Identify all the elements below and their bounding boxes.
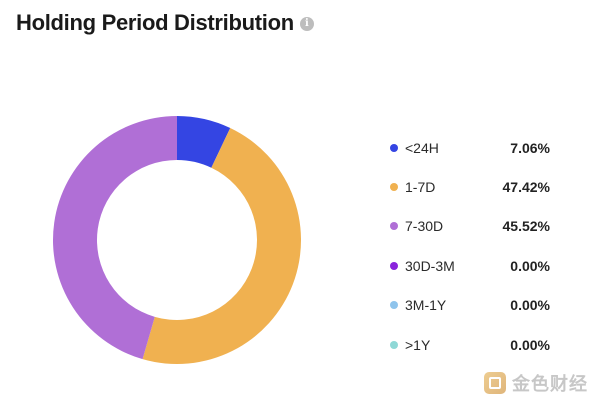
legend-value: 0.00% <box>510 297 550 314</box>
legend-item[interactable]: 1-7D 47.42% <box>390 167 550 206</box>
legend-dot <box>390 301 398 310</box>
legend-value: 7.06% <box>510 139 550 156</box>
legend-label: <24H <box>405 139 439 156</box>
legend-label: 7-30D <box>405 218 444 235</box>
legend-dot <box>390 340 398 349</box>
chart-title: Holding Period Distribution <box>16 10 294 35</box>
watermark-logo-icon <box>484 372 506 394</box>
title-row: Holding Period Distribution i <box>16 10 314 36</box>
legend-value: 47.42% <box>502 179 550 196</box>
legend-dot <box>390 183 398 192</box>
slice-17d[interactable] <box>142 128 301 364</box>
donut-slices <box>53 116 301 364</box>
legend-dot <box>390 261 398 270</box>
legend-label: >1Y <box>405 336 431 353</box>
legend-value: 0.00% <box>510 336 550 353</box>
legend-label: 1-7D <box>405 179 436 196</box>
info-icon[interactable]: i <box>299 17 314 31</box>
slice-24h[interactable] <box>177 116 231 168</box>
legend-dot <box>390 222 398 231</box>
legend-label: 30D-3M <box>405 257 455 274</box>
watermark-text: 金色财经 <box>512 374 588 394</box>
legend-dot <box>390 143 398 152</box>
watermark: 金色财经 <box>484 370 588 396</box>
legend-item[interactable]: <24H 7.06% <box>390 128 550 167</box>
legend-item[interactable]: >1Y 0.00% <box>390 325 550 364</box>
legend-value: 0.00% <box>510 257 550 274</box>
slice-730d[interactable] <box>53 116 177 360</box>
legend: <24H 7.06% 1-7D 47.42% 7-30D 45.52% 30D-3M 0.00… <box>390 128 550 364</box>
legend-item[interactable]: 3M-1Y 0.00% <box>390 286 550 325</box>
legend-label: 3M-1Y <box>405 297 447 314</box>
legend-value: 45.52% <box>502 218 550 235</box>
legend-item[interactable]: 7-30D 45.52% <box>390 207 550 246</box>
legend-item[interactable]: 30D-3M 0.00% <box>390 246 550 285</box>
